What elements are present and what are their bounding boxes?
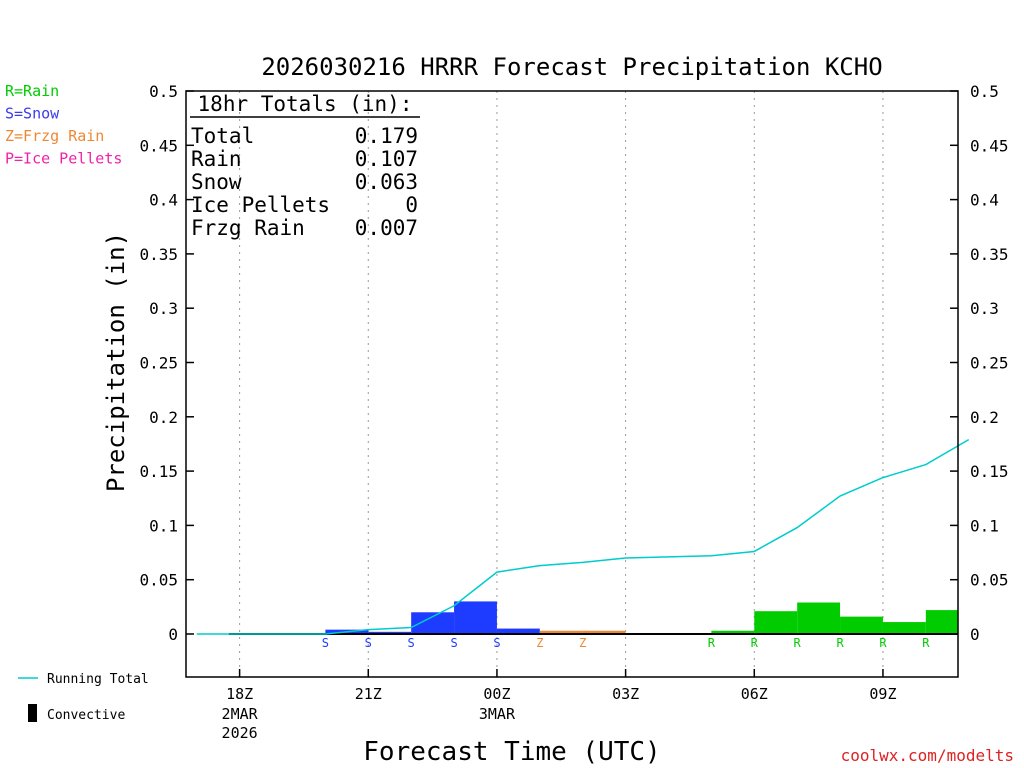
legend-entry-0: R=Rain (5, 82, 59, 100)
y-tick-label-right: 0.2 (970, 408, 999, 427)
ptype-label: R (751, 636, 759, 650)
y-axis-label: Precipitation (in) (102, 232, 130, 492)
y-tick-label: 0.45 (139, 136, 178, 155)
y-tick-label-right: 0.4 (970, 191, 999, 210)
y-tick-label-right: 0.35 (970, 245, 1009, 264)
running-total-line (196, 438, 970, 635)
y-tick-label: 0 (168, 625, 178, 644)
y-tick-label-right: 0.15 (970, 462, 1009, 481)
ptype-legend: R=Rain S=Snow Z=Frzg Rain P=Ice Pellets (5, 82, 122, 168)
x-tick-label: 09Z (869, 685, 896, 703)
ptype-label: R (708, 636, 716, 650)
totals-row-label: Total (191, 124, 254, 148)
precip-bar (411, 612, 455, 634)
ptype-label: S (322, 636, 329, 650)
precip-bars (325, 601, 958, 634)
y-tick-label: 0.5 (149, 82, 178, 101)
x-tick-label: 18Z (226, 685, 253, 703)
precip-bar (797, 602, 841, 634)
running-total-legend: Running Total (18, 672, 149, 687)
totals-row-label: Ice Pellets (191, 193, 330, 217)
y-tick-label: 0.35 (139, 245, 178, 264)
precip-bar (582, 630, 626, 634)
legend-entry-1: S=Snow (5, 105, 60, 123)
ptype-label: R (836, 636, 844, 650)
y-tick-label: 0.05 (139, 571, 178, 590)
ptype-label: R (794, 636, 802, 650)
vertical-gridlines (239, 91, 884, 677)
totals-row-label: Frzg Rain (191, 216, 305, 240)
totals-row-value: 0 (405, 193, 418, 217)
totals-row-label: Rain (191, 147, 242, 171)
x-tick-label: 03Z (612, 685, 639, 703)
precip-bar (754, 611, 798, 634)
x-tick-label: 21Z (355, 685, 382, 703)
running-total-legend-label: Running Total (47, 672, 149, 687)
y-tick-label-right: 0.25 (970, 354, 1009, 373)
convective-swatch (28, 704, 37, 722)
totals-heading: 18hr Totals (in): (198, 92, 413, 116)
precip-bar (496, 628, 540, 634)
ptype-label: S (450, 636, 457, 650)
totals-row-value: 0.107 (355, 147, 418, 171)
totals-box: 18hr Totals (in): Total 0.179 Rain 0.107 Sno… (190, 92, 420, 240)
x-tick-date: 2MAR (222, 705, 259, 723)
y-tick-label: 0.15 (139, 462, 178, 481)
precip-bar (840, 616, 883, 634)
y-tick-label-right: 0.3 (970, 299, 999, 318)
precip-bar (925, 610, 958, 634)
totals-row-value: 0.063 (355, 170, 418, 194)
y-tick-label-right: 0 (970, 625, 980, 644)
x-tick-label: 00Z (483, 685, 510, 703)
chart-title: 2026030216 HRRR Forecast Precipitation K… (261, 53, 882, 81)
precip-bar (882, 622, 926, 634)
totals-row-value: 0.007 (355, 216, 418, 240)
y-tick-label-right: 0.05 (970, 571, 1009, 590)
ptype-label: S (493, 636, 500, 650)
x-tick-label: 06Z (741, 685, 768, 703)
y-tick-label: 0.25 (139, 354, 178, 373)
y-tick-label: 0.3 (149, 299, 178, 318)
precip-bar (711, 630, 755, 634)
ptype-label: R (879, 636, 887, 650)
x-axis-label: Forecast Time (UTC) (363, 737, 660, 767)
y-tick-label-right: 0.5 (970, 82, 999, 101)
convective-legend-label: Convective (47, 708, 125, 723)
y-ticks-right: 0 0.05 0.1 0.15 0.2 0.25 0.3 0.35 0.4 0.45 0.5 (950, 82, 1009, 644)
ptype-label: R (922, 636, 930, 650)
precip-bar (539, 630, 583, 634)
plot-frame (185, 90, 959, 678)
y-tick-label-right: 0.45 (970, 136, 1009, 155)
ptype-label: Z (536, 636, 543, 650)
x-tick-year: 2026 (222, 724, 258, 742)
totals-row-label: Snow (191, 170, 242, 194)
y-tick-label: 0.4 (149, 191, 178, 210)
y-ticks-left: 0 0.05 0.1 0.15 0.2 0.25 0.3 0.35 0.4 0.45 0.5 (139, 82, 194, 644)
convective-legend: Convective (28, 704, 125, 723)
ptype-label: S (365, 636, 372, 650)
ptype-label: Z (579, 636, 586, 650)
credit-text: coolwx.com/modelts (841, 746, 1014, 765)
x-tick-date: 3MAR (479, 705, 516, 723)
y-tick-label-right: 0.1 (970, 516, 999, 535)
precip-bar (368, 631, 412, 634)
totals-row-value: 0.179 (355, 124, 418, 148)
y-tick-label: 0.2 (149, 408, 178, 427)
precip-bar (454, 601, 497, 634)
legend-entry-3: P=Ice Pellets (5, 150, 122, 168)
ptype-label: S (408, 636, 415, 650)
y-tick-label: 0.1 (149, 516, 178, 535)
legend-entry-2: Z=Frzg Rain (5, 127, 104, 145)
